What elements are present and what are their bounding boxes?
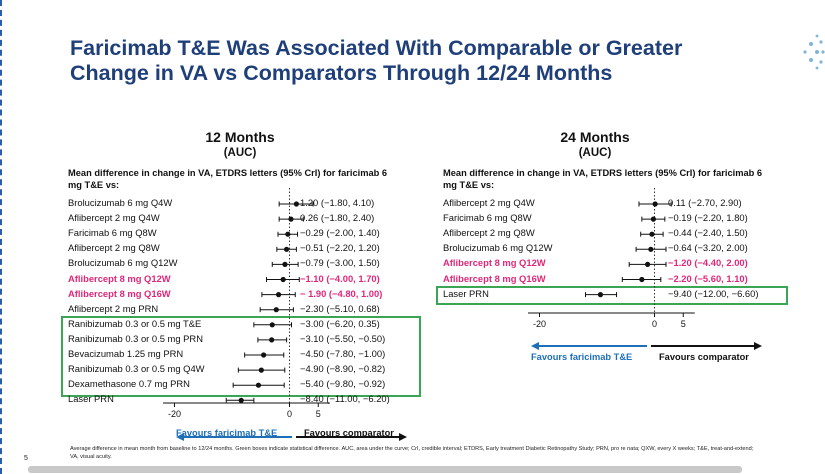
favours-right-arrowhead [399, 433, 407, 441]
comparator-label: Bevacizumab 1.25 mg PRN [68, 348, 184, 359]
panel-12m-subtitle: (AUC) [223, 147, 257, 159]
point-estimate [649, 231, 655, 237]
comparator-label: Aflibercept 8 mg Q16W [443, 272, 546, 284]
comparator-label: Ranibizumab 0.3 or 0.5 mg T&E [68, 317, 202, 329]
slide-left-border [0, 0, 2, 474]
company-logo-icon [803, 34, 825, 70]
comparator-label: Brolucizumab 6 mg Q12W [68, 257, 178, 269]
point-estimate [639, 276, 645, 283]
favours-right-arrowhead [754, 342, 762, 350]
estimate-value-text: −8.40 (−11.00, −6.20) [300, 393, 390, 405]
estimate-value-text: −9.40 (−12.00, −6.60) [668, 287, 759, 299]
comparator-label: Ranibizumab 0.3 or 0.5 mg Q4W [68, 363, 205, 375]
comparator-label: Aflibercept 8 mg Q16W [68, 287, 171, 299]
point-estimate [652, 201, 658, 207]
point-estimate [645, 261, 651, 267]
comparator-label: Aflibercept 8 mg Q12W [443, 257, 546, 269]
slide-title: Faricimab T&E Was Associated With Compar… [70, 36, 683, 85]
panel-24m-title: 24 Months [560, 129, 630, 145]
estimate-value-text: −0.64 (−3.20, 2.00) [668, 242, 748, 254]
estimate-value-text: −0.29 (−2.00, 1.40) [300, 227, 380, 239]
point-estimate [280, 276, 286, 283]
favours-faricimab-24m: Favours faricimab T&E [531, 352, 633, 362]
favours-comparator-24m: Favours comparator [659, 352, 749, 362]
comparator-label: Faricimab 6 mg Q8W [443, 212, 532, 224]
comparator-label: Brolucizumab 6 mg Q12W [443, 242, 553, 254]
estimate-value-text: −2.20 (−5.60, 1.10) [668, 272, 748, 284]
point-estimate [648, 246, 654, 252]
estimate-value-text: −0.79 (−3.00, 1.50) [300, 257, 380, 269]
estimate-value-text: −0.19 (−2.20, 1.80) [668, 212, 748, 224]
page-number: 5 [24, 455, 28, 462]
point-estimate [273, 307, 279, 313]
point-estimate [288, 216, 294, 222]
estimate-value-text: −0.51 (−2.20, 1.20) [300, 242, 380, 254]
point-estimate [285, 231, 291, 237]
significance-box-12m [61, 316, 421, 397]
comparator-label: Laser PRN [443, 287, 489, 299]
point-estimate [275, 292, 282, 298]
x-tick-label: -20 [168, 409, 181, 419]
comparator-label: Aflibercept 2 mg PRN [68, 302, 159, 314]
point-estimate [293, 201, 299, 207]
estimate-value-text: −4.50 (−7.80, −1.00) [300, 348, 386, 359]
footnote: Average difference in mean month from ba… [70, 446, 754, 460]
panel-12m-ylabel: Mean difference in change in VA, ETDRS l… [68, 168, 388, 190]
estimate-value-text: −1.20 (−4.40, 2.00) [668, 257, 748, 269]
estimate-value-text: −1.10 (−4.00, 1.70) [300, 272, 380, 284]
estimate-value-text: 0.11 (−2.70, 2.90) [668, 197, 742, 208]
panel-24m-heading: 24 Months (AUC) [535, 129, 655, 159]
favours-comparator-12m: Favours comparator [304, 428, 394, 438]
comparator-label: Aflibercept 8 mg Q12W [68, 272, 171, 284]
estimate-value-text: −5.40 (−9.80, −0.92) [300, 378, 386, 390]
estimate-value-text: −3.10 (−5.50, −0.50) [300, 332, 386, 344]
estimate-value-text: − 1.90 (−4.80, 1.00) [300, 287, 383, 299]
comparator-label: Ranibizumab 0.3 or 0.5 mg PRN [68, 332, 203, 344]
estimate-value-text: 1.20 (−1.80, 4.10) [300, 197, 375, 208]
point-estimate [650, 216, 657, 222]
comparator-label: Aflibercept 2 mg Q4W [443, 197, 535, 208]
estimate-value-text: 0.26 (−1.80, 2.40) [300, 212, 375, 224]
comparator-label: Aflibercept 2 mg Q4W [68, 212, 160, 224]
estimate-value-text: −4.90 (−8.90, −0.82) [300, 363, 386, 375]
comparator-label: Faricimab 6 mg Q8W [68, 227, 157, 239]
point-estimate [282, 261, 288, 267]
comparator-label: Aflibercept 2 mg Q8W [443, 227, 535, 239]
panel-24m-subtitle: (AUC) [578, 147, 612, 159]
x-tick-label: 0 [287, 409, 292, 419]
x-tick-label: -20 [533, 319, 546, 329]
significance-box-24m [436, 286, 788, 305]
favours-faricimab-12m: Favours faricimab T&E [176, 428, 278, 438]
x-tick-label: 5 [681, 319, 686, 329]
comparator-label: Aflibercept 2 mg Q8W [68, 242, 160, 254]
panel-24m-ylabel: Mean difference in change in VA, ETDRS l… [443, 168, 763, 190]
panel-12m-heading: 12 Months (AUC) [180, 129, 300, 159]
estimate-value-text: −3.00 (−6.20, 0.35) [300, 317, 380, 329]
estimate-value-text: −0.44 (−2.40, 1.50) [668, 227, 748, 239]
point-estimate [238, 397, 244, 403]
comparator-label: Dexamethasone 0.7 mg PRN [68, 378, 190, 390]
x-tick-label: 5 [316, 409, 321, 419]
point-estimate [283, 246, 290, 252]
horizontal-scrollbar[interactable] [28, 466, 742, 473]
estimate-value-text: −2.30 (−5.10, 0.68) [300, 302, 380, 314]
comparator-label: Brolucizumab 6 mg Q4W [68, 197, 173, 208]
comparator-label: Laser PRN [68, 393, 114, 405]
favours-left-arrowhead [531, 342, 539, 350]
x-tick-label: 0 [652, 319, 657, 329]
panel-12m-title: 12 Months [205, 129, 275, 145]
